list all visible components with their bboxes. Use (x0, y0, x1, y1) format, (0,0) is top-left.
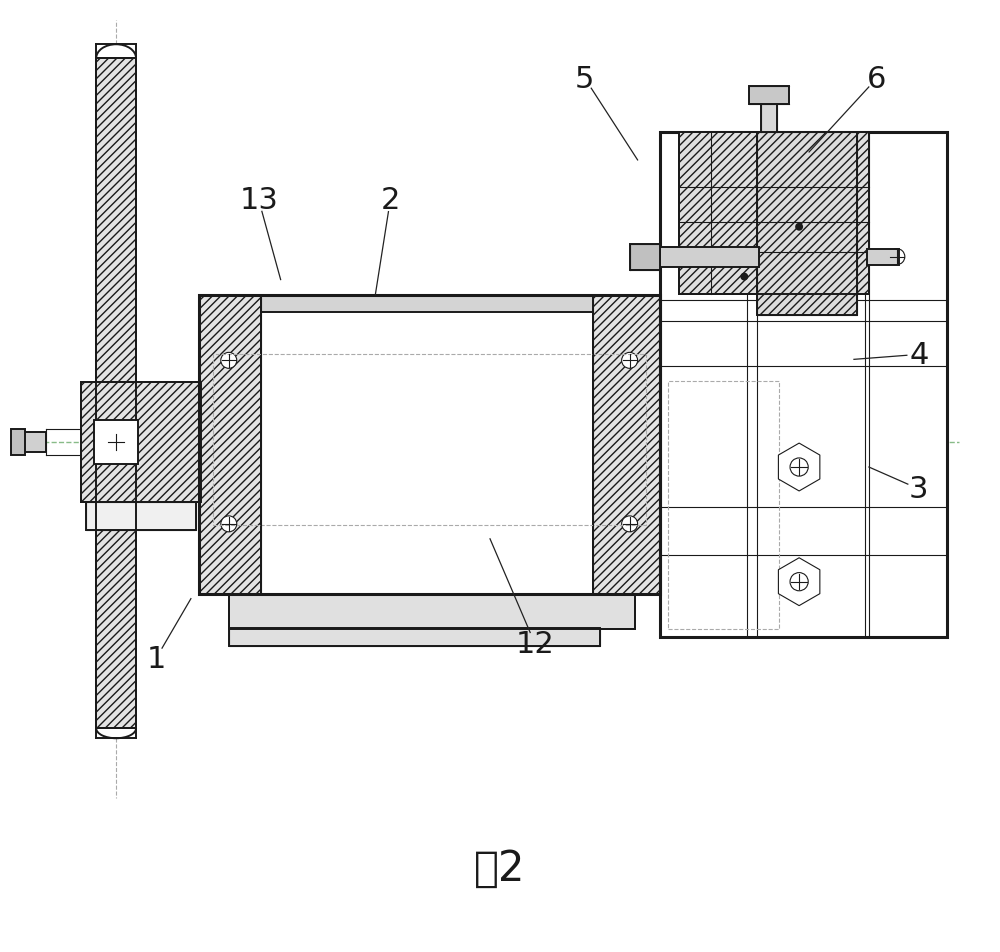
Bar (261, 295, 593, 594)
Bar (94, 421, 138, 465)
Bar (86, 503, 196, 530)
Bar (96, 59, 136, 728)
Text: 1: 1 (146, 645, 166, 673)
Bar (213, 355, 646, 526)
Bar (199, 295, 660, 594)
Circle shape (790, 573, 808, 591)
Circle shape (790, 459, 808, 477)
Circle shape (741, 274, 747, 280)
Bar (749, 87, 789, 105)
Bar (679, 133, 869, 294)
Bar (229, 628, 600, 645)
Text: 2: 2 (381, 186, 400, 215)
Circle shape (221, 516, 237, 532)
Circle shape (221, 353, 237, 369)
Bar (229, 594, 635, 629)
Bar (199, 295, 261, 594)
Bar (867, 249, 899, 266)
Bar (679, 133, 869, 294)
Bar (81, 383, 201, 503)
Text: 图2: 图2 (474, 847, 526, 889)
Bar (11, 429, 25, 456)
Text: 4: 4 (909, 341, 928, 369)
Circle shape (622, 353, 638, 369)
Bar (261, 295, 593, 594)
Text: 5: 5 (575, 65, 594, 93)
Circle shape (622, 516, 638, 532)
Bar (229, 594, 635, 629)
Bar (660, 248, 759, 268)
Polygon shape (778, 444, 820, 491)
Bar (96, 59, 136, 728)
Bar (757, 133, 857, 316)
Text: 3: 3 (909, 475, 929, 504)
Bar (757, 133, 857, 316)
Text: 13: 13 (239, 186, 278, 215)
Bar (660, 133, 947, 637)
Bar (593, 295, 660, 594)
Bar (630, 245, 660, 270)
Bar (81, 383, 201, 503)
Circle shape (889, 249, 905, 266)
Text: 12: 12 (516, 629, 554, 659)
Bar (668, 382, 779, 629)
Bar (23, 432, 46, 452)
Text: 6: 6 (867, 65, 887, 93)
Bar (261, 295, 593, 313)
Circle shape (107, 434, 125, 451)
Circle shape (796, 225, 802, 230)
Polygon shape (778, 558, 820, 606)
Bar (229, 628, 600, 645)
Bar (593, 295, 660, 594)
Bar (761, 95, 777, 133)
Bar (86, 503, 196, 530)
Bar (199, 295, 261, 594)
